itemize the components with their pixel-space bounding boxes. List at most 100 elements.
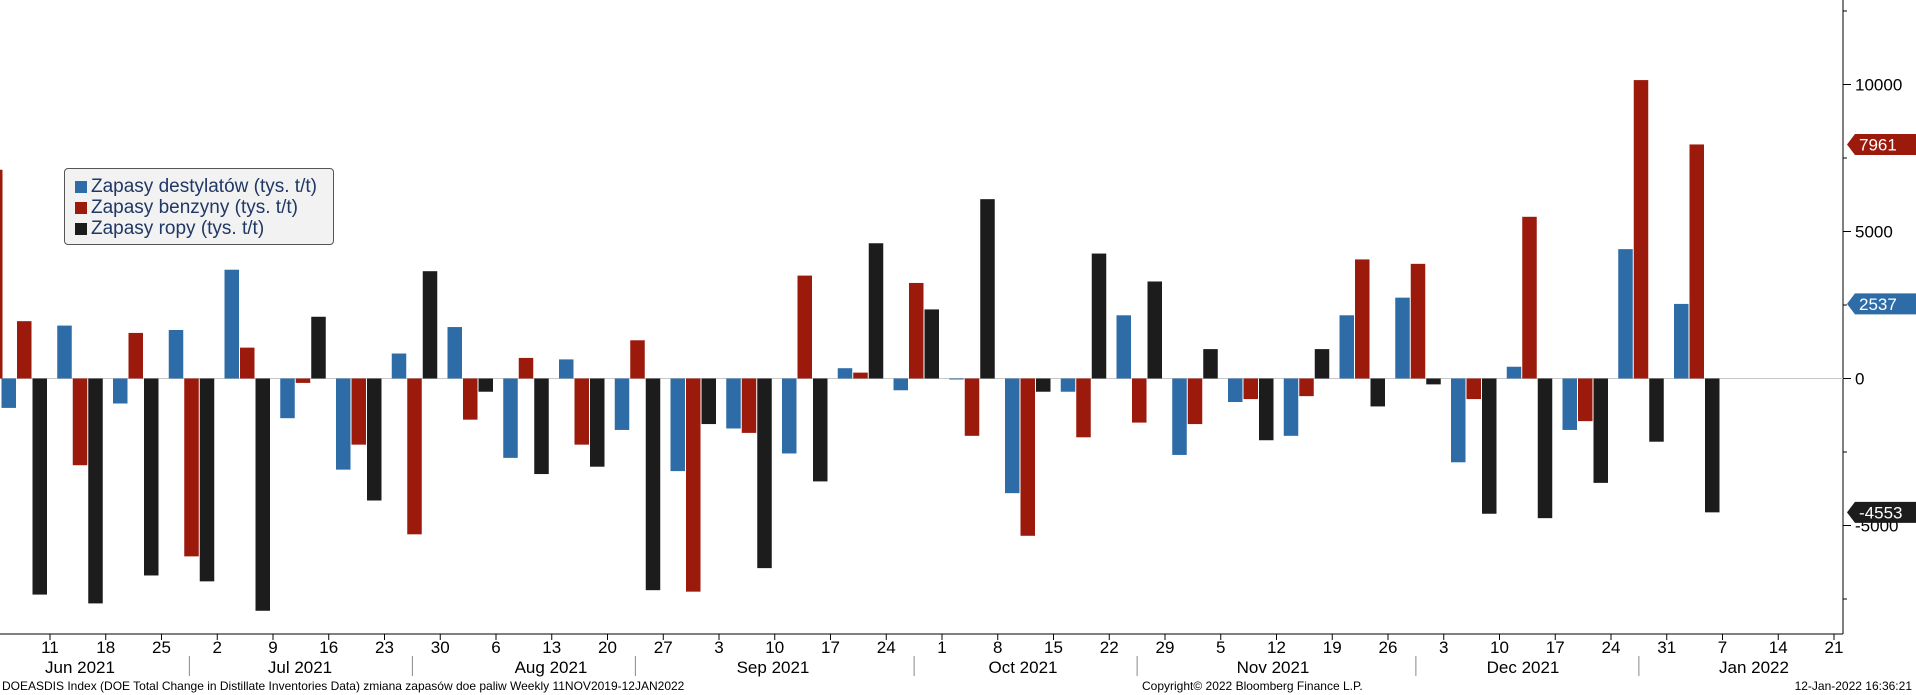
x-tick-label: 17 xyxy=(1546,638,1565,657)
bar xyxy=(32,378,47,595)
month-label: Nov 2021 xyxy=(1237,658,1310,677)
bar xyxy=(1370,378,1385,407)
bar xyxy=(518,357,534,379)
bar xyxy=(1618,249,1633,379)
x-tick-label: 10 xyxy=(765,638,784,657)
x-tick-label: 23 xyxy=(375,638,394,657)
last-value-tag-label: -4553 xyxy=(1859,503,1902,522)
legend-label: Zapasy ropy (tys. t/t) xyxy=(91,217,265,239)
bar xyxy=(837,368,853,379)
bar xyxy=(422,271,438,379)
bar xyxy=(1451,378,1466,463)
bar xyxy=(1506,366,1522,379)
bar xyxy=(701,378,716,425)
bar xyxy=(670,378,685,472)
bar xyxy=(144,378,159,576)
bar xyxy=(351,378,366,445)
bar xyxy=(782,378,797,454)
footer-source: DOEASDIS Index (DOE Total Change in Dist… xyxy=(2,679,685,693)
bar xyxy=(853,372,868,379)
bar xyxy=(980,199,995,379)
x-tick-label: 8 xyxy=(993,638,1002,657)
bar xyxy=(1355,259,1370,379)
bar xyxy=(463,378,478,420)
bar xyxy=(893,378,908,391)
bar xyxy=(1091,253,1107,379)
x-tick-label: 2 xyxy=(213,638,222,657)
last-value-tag xyxy=(1847,293,1916,315)
bar xyxy=(88,378,103,604)
bar xyxy=(113,378,128,404)
bar xyxy=(909,282,924,379)
bar xyxy=(1005,378,1020,494)
bar xyxy=(741,378,757,433)
bar xyxy=(1,378,16,408)
bar xyxy=(1410,263,1426,379)
month-label: Dec 2021 xyxy=(1487,658,1560,677)
bar xyxy=(367,378,382,501)
bar xyxy=(0,169,3,379)
bar xyxy=(1689,144,1704,379)
bar xyxy=(1187,378,1203,425)
bar xyxy=(57,325,72,379)
bar xyxy=(1060,378,1076,392)
bar xyxy=(924,309,939,379)
bar xyxy=(1036,378,1051,392)
bar xyxy=(478,378,493,392)
x-tick-label: 31 xyxy=(1657,638,1676,657)
y-tick-label: 0 xyxy=(1855,370,1864,389)
bar xyxy=(240,347,255,379)
x-tick-label: 29 xyxy=(1156,638,1175,657)
month-label: Oct 2021 xyxy=(989,658,1058,677)
x-tick-label: 26 xyxy=(1379,638,1398,657)
month-label: Aug 2021 xyxy=(515,658,588,677)
chart-legend: Zapasy destylatów (tys. t/t) Zapasy benz… xyxy=(64,168,334,245)
bar xyxy=(1020,378,1035,536)
last-value-tag xyxy=(1847,133,1916,155)
bar xyxy=(168,329,184,379)
month-label: Jul 2021 xyxy=(268,658,332,677)
x-tick-label: 12 xyxy=(1267,638,1286,657)
x-tick-label: 30 xyxy=(431,638,450,657)
bar xyxy=(1259,378,1274,441)
bar xyxy=(1633,80,1649,379)
x-tick-label: 22 xyxy=(1100,638,1119,657)
bar xyxy=(391,353,407,379)
bar xyxy=(503,378,518,458)
month-label: Jun 2021 xyxy=(45,658,115,677)
x-tick-label: 7 xyxy=(1718,638,1727,657)
bar xyxy=(336,378,351,470)
bar xyxy=(280,378,295,419)
x-tick-label: 9 xyxy=(268,638,277,657)
footer-copyright: Copyright© 2022 Bloomberg Finance L.P. xyxy=(1142,679,1363,693)
bar xyxy=(17,321,32,379)
bar xyxy=(1395,297,1410,379)
bar xyxy=(1132,378,1147,423)
bar xyxy=(72,378,88,466)
bar xyxy=(574,378,589,445)
bar xyxy=(726,378,741,429)
bar xyxy=(534,378,549,475)
x-tick-label: 19 xyxy=(1323,638,1342,657)
footer-timestamp: 12-Jan-2022 16:36:21 xyxy=(1794,679,1912,693)
bar xyxy=(1172,378,1187,455)
bar xyxy=(199,378,215,582)
bar xyxy=(964,378,980,436)
bar xyxy=(630,340,645,379)
bar xyxy=(868,243,884,379)
bar xyxy=(184,378,199,557)
legend-item-gasoline: Zapasy benzyny (tys. t/t) xyxy=(75,197,333,218)
bar xyxy=(1674,303,1689,379)
bar xyxy=(1076,378,1091,438)
bar xyxy=(1147,281,1162,379)
bar xyxy=(311,316,326,379)
x-tick-label: 10 xyxy=(1490,638,1509,657)
x-tick-label: 3 xyxy=(1439,638,1448,657)
legend-item-distillates: Zapasy destylatów (tys. t/t) xyxy=(75,176,333,197)
x-tick-label: 15 xyxy=(1044,638,1063,657)
y-tick-label: 5000 xyxy=(1855,223,1893,242)
bar xyxy=(1649,378,1664,442)
x-tick-label: 17 xyxy=(821,638,840,657)
bar xyxy=(1562,378,1577,430)
